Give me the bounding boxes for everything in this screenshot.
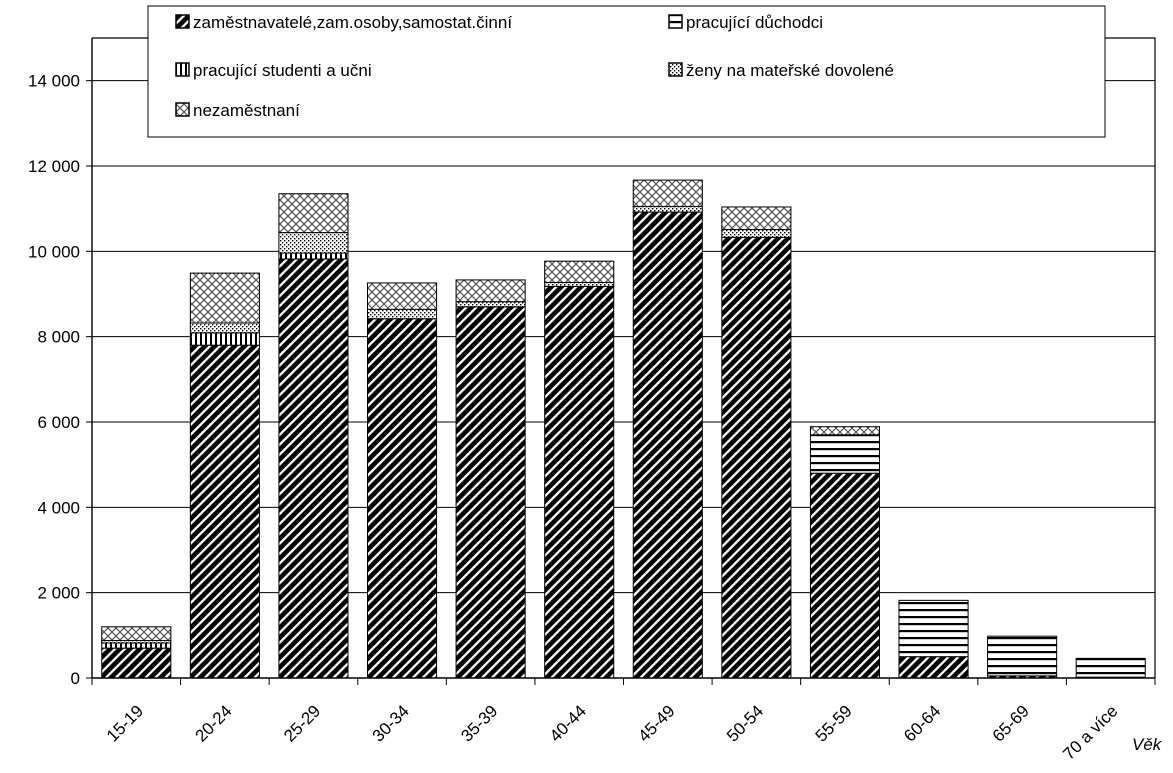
bar-segment [544,260,615,283]
bar-stack [809,426,881,679]
bar-segment [544,285,615,679]
legend-swatch [175,14,190,29]
x-category-label: 55-59 [812,701,856,745]
x-category-label: 35-39 [457,701,501,745]
legend-swatch [175,102,190,117]
bar-segment [1075,657,1146,678]
x-axis-title: Věk [1132,735,1163,754]
bar-segment [366,308,438,320]
x-category-label: 70 a více [1059,701,1121,763]
bar-stack [278,193,349,679]
bar-segment [721,236,792,679]
y-tick-label: 0 [71,669,80,688]
y-tick-label: 4 000 [37,498,80,517]
bar-stack [544,260,615,679]
bar-segment [366,282,438,310]
legend-label: pracující studenti a učni [193,61,372,80]
bar-segment [721,229,792,238]
bar-segment [632,211,703,679]
bar-stack [632,179,703,679]
bar-segment [632,206,703,213]
bar-segment [189,332,260,346]
bar-stack [101,626,172,679]
bar-stack [721,206,792,679]
bar-segment [189,272,260,324]
bar-segment [987,635,1058,677]
bar-stack [455,279,526,679]
bar-segment [366,318,438,679]
x-category-label: 65-69 [989,701,1033,745]
bar-segment [189,344,260,679]
bar-stack [1075,657,1146,679]
x-category-label: 20-24 [192,701,236,745]
bar-segment [278,232,349,254]
y-tick-label: 14 000 [28,72,80,91]
y-tick-label: 10 000 [28,242,80,261]
bar-segment [455,279,526,303]
x-category-label: 60-64 [900,701,944,745]
legend-box [147,5,1106,138]
x-category-label: 45-49 [634,701,678,745]
y-tick-label: 8 000 [37,328,80,347]
bar-segment [455,301,526,308]
bar-segment [101,626,172,641]
bar-segment [189,322,260,334]
legend-swatch [668,14,683,29]
bar-segment [101,642,172,649]
y-tick-label: 2 000 [37,584,80,603]
bar-stack [366,282,438,679]
legend-swatch [668,62,683,77]
bar-stack [987,635,1058,679]
bar-segment [455,306,526,679]
bar-stack [898,599,969,679]
bar-segment [101,647,172,679]
legend-label: pracující důchodci [686,13,823,32]
bar-segment [278,252,349,260]
bar-segment [278,193,349,234]
y-tick-label: 6 000 [37,413,80,432]
x-category-label: 15-19 [103,701,147,745]
bar-segment [898,599,969,658]
x-category-label: 25-29 [280,701,324,745]
x-category-label: 40-44 [546,701,590,745]
bar-segment [278,258,349,679]
legend-label: nezaměstnaní [193,101,300,120]
x-category-label: 30-34 [369,701,413,745]
bar-segment [632,179,703,208]
legend-label: zaměstnavatelé,zam.osoby,samostat.činní [193,13,512,32]
bar-segment [809,434,881,474]
bars [101,179,1146,679]
legend: zaměstnavatelé,zam.osoby,samostat.činní p… [147,5,1106,138]
bar-segment [898,656,969,679]
bar-segment [544,281,615,287]
bar-segment [809,472,881,679]
y-tick-label: 12 000 [28,157,80,176]
legend-label: ženy na mateřské dovolené [686,61,894,80]
x-category-label: 50-54 [723,701,767,745]
legend-swatch [175,62,190,77]
bar-segment [721,206,792,231]
bar-segment [809,426,881,436]
bar-stack [189,272,260,679]
